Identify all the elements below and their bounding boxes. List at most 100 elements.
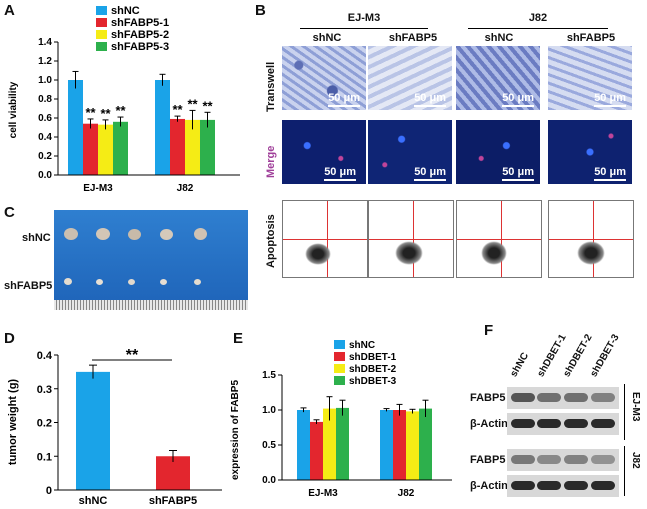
merge-image-ejm3-shnc: 50 μm bbox=[282, 120, 366, 184]
column-label-shnc-2: shNC bbox=[484, 32, 514, 44]
apoptosis-plot-ejm3-shfabp5 bbox=[368, 200, 454, 278]
chart-a-bar bbox=[98, 124, 113, 175]
chart-d-significance: ** bbox=[126, 347, 139, 364]
chart-a-legend-swatch bbox=[96, 30, 107, 39]
group-label-ejm3: EJ-M3 bbox=[300, 12, 428, 29]
chart-e-xtick-ejm3: EJ-M3 bbox=[308, 488, 338, 499]
blot-actin-j82 bbox=[507, 475, 619, 497]
row-label-merge: Merge bbox=[265, 145, 277, 178]
tumor-shnc bbox=[96, 228, 110, 240]
chart-a-ytick-label: 1.4 bbox=[38, 37, 52, 48]
tumor-shnc bbox=[160, 229, 173, 240]
apoptosis-plot-ejm3-shnc bbox=[282, 200, 368, 278]
chart-e-legend-label: shNC bbox=[349, 340, 375, 351]
transwell-image-j82-shnc: 50 μm bbox=[456, 46, 540, 110]
chart-a-bar bbox=[68, 80, 83, 175]
chart-e-legend-label: shDBET-2 bbox=[349, 364, 397, 375]
chart-d-ytick-label: 0.4 bbox=[37, 350, 53, 362]
tumor-photo bbox=[54, 210, 248, 310]
chart-a-ytick-label: 0.6 bbox=[38, 113, 52, 124]
chart-a-bar bbox=[113, 121, 128, 175]
tumor-shfabp5 bbox=[96, 279, 103, 285]
chart-a-ytick-label: 1.2 bbox=[38, 56, 52, 67]
blot-fabp5-j82 bbox=[507, 449, 619, 471]
chart-e-legend-swatch bbox=[334, 376, 345, 385]
panel-label-f: F bbox=[484, 322, 494, 339]
row-label-transwell: Transwell bbox=[265, 61, 277, 112]
band-label-actin-ejm3: β-Actin bbox=[470, 418, 508, 430]
chart-e-ytick-label: 1.5 bbox=[262, 370, 276, 381]
blot-actin-ejm3 bbox=[507, 413, 619, 435]
chart-e-xtick-j82: J82 bbox=[398, 488, 415, 499]
band-label-fabp5-j82: FABP5 bbox=[470, 454, 506, 466]
chart-e-bar bbox=[336, 407, 349, 480]
tumor-row-label-shfabp5: shFABP5 bbox=[4, 280, 53, 292]
tumor-shnc bbox=[128, 229, 141, 240]
chart-d-ytick-label: 0 bbox=[46, 485, 52, 497]
chart-a-legend-swatch bbox=[96, 6, 107, 15]
chart-a-legend-swatch bbox=[96, 42, 107, 51]
chart-e-ylabel: expression of FABP5 bbox=[230, 380, 241, 480]
chart-a-ytick-label: 1.0 bbox=[38, 75, 52, 86]
bracket-j82 bbox=[624, 446, 625, 496]
chart-a-bar bbox=[170, 118, 185, 175]
cell-line-label-j82: J82 bbox=[630, 452, 641, 469]
merge-image-ejm3-shfabp5: 50 μm bbox=[368, 120, 452, 184]
chart-a-significance: ** bbox=[187, 96, 198, 111]
merge-image-j82-shfabp5: 50 μm bbox=[548, 120, 632, 184]
panel-label-c: C bbox=[4, 204, 15, 221]
chart-a-significance: ** bbox=[172, 102, 183, 117]
chart-e: 0.0 0.5 1.0 1.5 shNCshDBET-1shDBET-2shDBET-… bbox=[230, 340, 452, 499]
column-label-shnc-1: shNC bbox=[312, 32, 342, 44]
chart-a-bar bbox=[155, 80, 170, 175]
chart-e-bar bbox=[406, 411, 419, 480]
chart-a-xtick-j82: J82 bbox=[177, 183, 194, 194]
chart-a-significance: ** bbox=[202, 98, 213, 113]
panel-label-e: E bbox=[233, 330, 244, 347]
transwell-image-ejm3-shfabp5: 50 μm bbox=[368, 46, 452, 110]
chart-e-bar bbox=[419, 408, 432, 480]
ruler bbox=[54, 300, 248, 310]
panel-label-d: D bbox=[4, 330, 15, 347]
chart-d-xtick-shfabp5: shFABP5 bbox=[149, 495, 197, 507]
chart-a-ylabel: cell viability bbox=[8, 81, 19, 138]
panel-label-a: A bbox=[4, 2, 15, 19]
merge-image-j82-shnc: 50 μm bbox=[456, 120, 540, 184]
blot-fabp5-ejm3 bbox=[507, 387, 619, 409]
chart-d-ytick-label: 0.2 bbox=[37, 418, 52, 430]
chart-a-legend-label: shFABP5-1 bbox=[111, 17, 169, 29]
chart-e-legend-swatch bbox=[334, 352, 345, 361]
group-label-j82: J82 bbox=[468, 12, 608, 29]
column-label-shfabp5-2: shFABP5 bbox=[566, 32, 616, 44]
chart-a-ytick-label: 0.8 bbox=[38, 94, 52, 105]
chart-a-legend-swatch bbox=[96, 18, 107, 27]
chart-e-bar bbox=[323, 408, 336, 480]
chart-e-bar bbox=[380, 410, 393, 480]
chart-d-ytick-label: 0.1 bbox=[37, 451, 52, 463]
chart-d-xtick-shnc: shNC bbox=[79, 495, 108, 507]
chart-d-ytick-label: 0.3 bbox=[37, 384, 52, 396]
chart-a-significance: ** bbox=[115, 103, 126, 118]
tumor-shnc bbox=[194, 228, 207, 240]
chart-a-ytick-label: 0.0 bbox=[38, 170, 52, 181]
cell-line-label-ejm3: EJ-M3 bbox=[630, 392, 641, 422]
column-label-shfabp5-1: shFABP5 bbox=[388, 32, 438, 44]
apoptosis-plot-j82-shnc bbox=[456, 200, 542, 278]
tumor-shfabp5 bbox=[194, 279, 201, 285]
chart-e-ytick-label: 0.5 bbox=[262, 440, 276, 451]
band-label-fabp5-ejm3: FABP5 bbox=[470, 392, 506, 404]
chart-a-legend-label: shFABP5-2 bbox=[111, 29, 169, 41]
chart-a-xtick-ejm3: EJ-M3 bbox=[83, 183, 113, 194]
tumor-shfabp5 bbox=[64, 278, 72, 285]
chart-e-ytick-label: 1.0 bbox=[262, 405, 276, 416]
chart-d: 0 0.1 0.2 0.3 0.4 ** tumor weight (g) shNC s… bbox=[7, 347, 222, 507]
chart-a-bar bbox=[83, 123, 98, 175]
chart-e-legend-swatch bbox=[334, 340, 345, 349]
chart-e-legend-label: shDBET-1 bbox=[349, 352, 397, 363]
chart-a-ytick-label: 0.4 bbox=[38, 132, 52, 143]
tumor-shfabp5 bbox=[128, 279, 135, 285]
tumor-row-label-shnc: shNC bbox=[22, 232, 51, 244]
panel-label-b: B bbox=[255, 2, 266, 19]
band-label-actin-j82: β-Actin bbox=[470, 480, 508, 492]
chart-a-significance: ** bbox=[100, 106, 111, 121]
